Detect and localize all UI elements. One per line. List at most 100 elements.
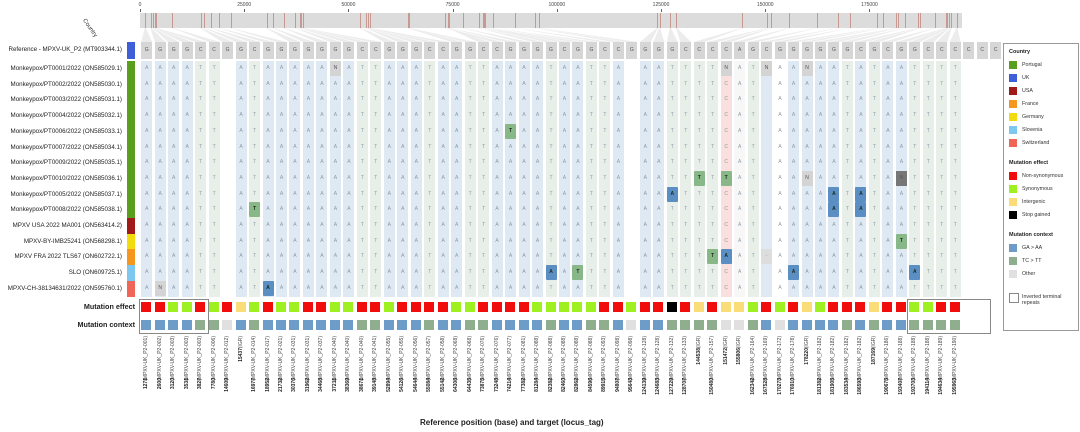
sample-base: T — [913, 284, 917, 291]
locus-tag-label: (MPXV-UK_P2-055) — [399, 336, 406, 381]
sample-base: T — [549, 96, 553, 103]
sample-base: T — [711, 206, 715, 213]
sample-base: A — [279, 190, 284, 197]
reference-base: A — [734, 42, 746, 59]
sample-labels: Reference - MPXV-UK_P2 (MT903344.1) Monke… — [0, 0, 140, 300]
sample-base: A — [401, 269, 405, 276]
mutation-tracks: Mutation effect Mutation context (MPXV-U… — [0, 298, 1000, 418]
sample-base: A — [347, 65, 351, 71]
context-square — [195, 320, 206, 330]
country-swatch — [127, 170, 135, 188]
position-label: 181905 — [830, 378, 837, 395]
sample-base: A — [172, 284, 176, 291]
position-label: 39148 — [372, 378, 379, 392]
sample-base: A — [266, 112, 270, 119]
legend-label: Switzerland — [1022, 140, 1050, 146]
context-square — [168, 320, 179, 330]
sample-base: A — [414, 80, 418, 87]
snp-marker — [365, 13, 367, 28]
reference-base: G — [410, 42, 422, 59]
column-shade — [585, 61, 597, 297]
sample-base: A — [145, 127, 149, 134]
sample-base: T — [199, 80, 203, 87]
position-label: 18952 — [264, 378, 271, 392]
snp-marker — [303, 13, 305, 28]
sample-base: A — [279, 127, 284, 134]
sample-base: A — [508, 190, 513, 197]
sample-base: T — [428, 284, 432, 291]
sample-base: T — [374, 206, 378, 213]
reference-base: G — [262, 42, 274, 59]
sample-base: T — [360, 143, 364, 150]
sample-base: T — [212, 127, 216, 134]
legend-swatch — [1009, 100, 1017, 108]
connector — [294, 28, 341, 42]
snp-marker — [877, 13, 879, 28]
effect-square — [491, 302, 502, 312]
column-shade — [383, 61, 395, 297]
sample-base: T — [374, 284, 378, 291]
position-label: 15437 — [237, 348, 244, 362]
sample-base: A — [401, 143, 405, 150]
context-square — [680, 320, 691, 330]
context-square — [356, 320, 367, 330]
reference-base: C — [990, 42, 1002, 59]
sample-base: T — [940, 143, 944, 150]
effect-square — [275, 302, 286, 312]
sample-base: T — [549, 253, 553, 260]
reference-base: C — [922, 42, 934, 59]
sample-base: A — [522, 96, 526, 103]
reference-base: G — [909, 42, 921, 59]
sample-base: T — [751, 190, 755, 197]
connector — [484, 28, 584, 42]
sample-base: A — [805, 237, 809, 244]
connector — [141, 28, 153, 42]
legend-label: Germany — [1022, 114, 1044, 120]
sample-base: A — [818, 127, 823, 134]
sample-base: A — [414, 206, 418, 213]
sample-base: A — [333, 127, 338, 134]
sample-base: T — [697, 127, 701, 134]
sample-base: T — [589, 190, 593, 197]
snp-marker — [478, 13, 480, 28]
sample-base: T — [940, 237, 944, 244]
sample-base: A — [401, 80, 405, 87]
locus-tag-label: (MPXV-UK_P2-172) — [776, 336, 783, 381]
position-label: 37211 — [331, 378, 338, 392]
sample-base: T — [711, 269, 715, 276]
sample-base: T — [199, 206, 203, 213]
sample-base: A — [441, 284, 445, 291]
connector — [936, 28, 952, 42]
sample-base: T — [684, 127, 688, 134]
position-label: 64306 — [453, 378, 460, 392]
sample-base: A — [145, 112, 149, 119]
sample-base: A — [818, 253, 823, 260]
sample-base: T — [711, 65, 715, 71]
sample-base: A — [293, 237, 297, 244]
sample-base: T — [926, 112, 930, 119]
position-label: 128707 — [682, 378, 689, 395]
sample-base: T — [212, 143, 216, 150]
sample-base: C — [724, 206, 728, 213]
sample-base: A — [320, 143, 324, 150]
sample-base: A — [306, 80, 311, 87]
sample-base: A — [293, 269, 297, 276]
sample-base: A — [279, 174, 284, 181]
legend-country-title: Country — [1009, 49, 1031, 55]
snp-marker — [676, 13, 678, 28]
sample-base: T — [253, 80, 257, 87]
reference-base: G — [383, 42, 395, 59]
sample-base: A — [818, 206, 823, 213]
sample-base: A — [737, 222, 742, 228]
sample-base: A — [347, 237, 351, 244]
sample-base: A — [818, 190, 823, 197]
sample-base: A — [886, 206, 890, 213]
sample-base: A — [347, 222, 351, 228]
sample-base: A — [855, 186, 867, 202]
connector — [895, 28, 947, 42]
sample-base: T — [697, 253, 701, 260]
sample-base: A — [145, 269, 149, 276]
sample-base: A — [495, 253, 499, 260]
reference-base: G — [666, 42, 678, 59]
locus-tag-label: (MPXV-UK_P2-178) — [790, 336, 797, 381]
